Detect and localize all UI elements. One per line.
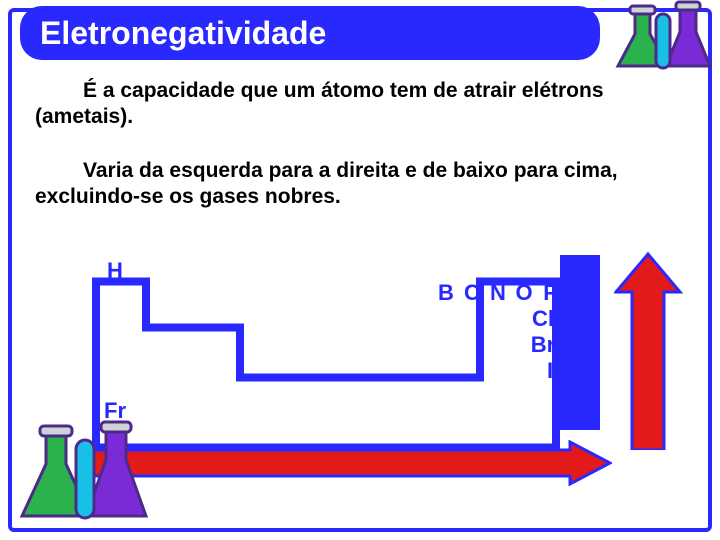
chemistry-clipart-bottom xyxy=(6,412,156,540)
noble-gases-block xyxy=(560,255,600,430)
chemistry-clipart-top xyxy=(600,0,720,84)
paragraph-trend-text: Varia da esquerda para a direita e de ba… xyxy=(35,158,680,211)
symbol-B: B xyxy=(434,280,458,306)
trend-arrow-up-icon xyxy=(614,250,684,450)
title-pill: Eletronegatividade xyxy=(20,6,600,60)
paragraph-trend: Varia da esquerda para a direita e de ba… xyxy=(35,158,680,211)
slide-stage: Eletronegatividade É a capacidade que um… xyxy=(0,0,720,540)
symbol-Br: Br xyxy=(526,332,560,358)
paragraph-definition-text: É a capacidade que um átomo tem de atrai… xyxy=(35,78,680,131)
paragraph-definition: É a capacidade que um átomo tem de atrai… xyxy=(35,78,680,131)
slide-title: Eletronegatividade xyxy=(40,15,326,52)
trend-arrow-right-icon xyxy=(90,440,612,486)
symbol-Cl: Cl xyxy=(526,306,560,332)
symbol-C: C xyxy=(460,280,484,306)
symbol-H: H xyxy=(102,258,128,284)
symbol-F: F xyxy=(538,280,562,306)
symbol-I: I xyxy=(538,358,562,384)
symbol-O: O xyxy=(512,280,536,306)
symbol-N: N xyxy=(486,280,510,306)
